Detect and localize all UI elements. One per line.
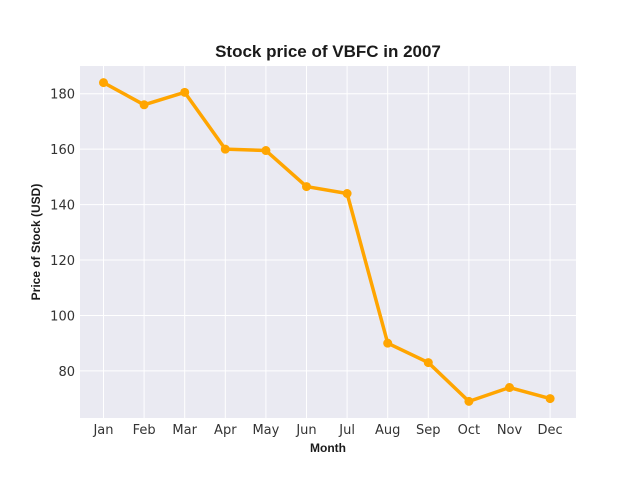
x-tick-label: Mar <box>172 423 197 438</box>
y-tick-label: 80 <box>58 365 75 380</box>
x-tick-label: Oct <box>458 423 480 438</box>
y-tick-label: 100 <box>50 309 75 324</box>
series-line <box>101 80 552 404</box>
data-point <box>261 146 271 156</box>
y-axis: 80 100 120 140 160 180 <box>50 88 75 380</box>
x-tick-label: Nov <box>497 423 523 438</box>
y-tick-label: 140 <box>50 199 75 214</box>
x-tick-label: Dec <box>538 423 563 438</box>
x-axis-label: Month <box>310 441 346 455</box>
data-point <box>139 100 149 110</box>
data-point <box>302 182 311 192</box>
data-point <box>180 87 190 97</box>
grid <box>80 66 576 418</box>
data-point <box>545 394 555 404</box>
data-point <box>423 358 433 368</box>
data-point <box>342 188 352 198</box>
x-tick-label: Jun <box>295 423 316 438</box>
series-layer <box>99 78 555 406</box>
data-point <box>99 78 108 88</box>
x-tick-label: Jan <box>92 423 113 438</box>
x-tick-label: Apr <box>214 423 237 438</box>
y-axis-label: Price of Stock (USD) <box>29 184 43 301</box>
y-tick-label: 160 <box>50 143 75 158</box>
plot-area <box>80 66 576 418</box>
y-tick-label: 180 <box>50 88 75 103</box>
x-tick-label: Jul <box>338 423 355 438</box>
data-point <box>220 144 230 154</box>
y-tick-label: 120 <box>50 254 75 269</box>
x-tick-label: Feb <box>133 423 156 438</box>
x-tick-label: May <box>252 423 279 438</box>
x-tick-label: Sep <box>416 423 441 438</box>
data-point <box>505 383 514 393</box>
x-axis: Jan Feb Mar Apr May Jun Jul Aug Sep Oct Nov Dec <box>92 423 562 438</box>
data-point <box>383 338 393 348</box>
x-tick-label: Aug <box>375 423 400 438</box>
data-point <box>464 396 474 406</box>
chart-title: Stock price of VBFC in 2007 <box>215 42 441 61</box>
